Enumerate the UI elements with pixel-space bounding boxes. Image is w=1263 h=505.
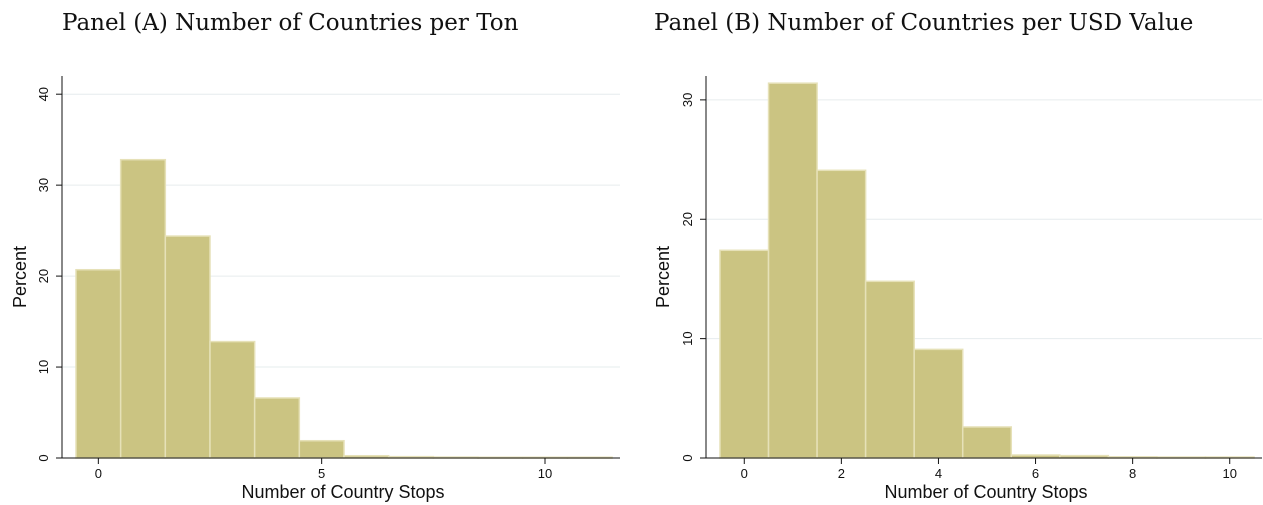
- panel-b-x-tick-label: 2: [838, 466, 845, 481]
- panel-b-bar: [719, 249, 770, 459]
- panel-b-bar: [913, 348, 964, 459]
- panel-a-x-tick-label: 10: [538, 466, 552, 481]
- panel-b-x-tick-label: 8: [1129, 466, 1136, 481]
- panel-b-y-tick-label: 30: [680, 93, 695, 107]
- panel-b-y-axis-title: Percent: [653, 246, 673, 308]
- panel-b-y-tick-label: 20: [680, 212, 695, 226]
- panel-b-bar: [767, 82, 818, 459]
- panel-a-y-tick-label: 0: [36, 454, 51, 461]
- panel-a-x-tick-label: 5: [318, 466, 325, 481]
- panel-a-x-tick-label: 0: [95, 466, 102, 481]
- panel-b-x-axis-title: Number of Country Stops: [884, 482, 1087, 502]
- panel-a-y-tick-label: 10: [36, 360, 51, 374]
- panel-b-bar: [864, 280, 915, 459]
- panel-b-y-tick-label: 10: [680, 331, 695, 345]
- panel-b-title: Panel (B) Number of Countries per USD Va…: [654, 10, 1194, 36]
- panel-b-x-tick-label: 0: [741, 466, 748, 481]
- panel-a-bar: [119, 158, 167, 459]
- panel-a-bar: [253, 397, 301, 459]
- panel-a-y-axis-title: Percent: [10, 246, 30, 308]
- panel-a-y-tick-label: 30: [36, 178, 51, 192]
- panel-a-title: Panel (A) Number of Countries per Ton: [62, 10, 519, 36]
- panel-a-bar: [209, 340, 256, 459]
- panel-b-x-tick-label: 6: [1032, 466, 1039, 481]
- panel-b-bar: [961, 426, 1013, 459]
- panel-b-bar: [816, 169, 867, 459]
- panel-b-y-tick-label: 0: [680, 454, 695, 461]
- panel-a-y-tick-label: 40: [36, 87, 51, 101]
- panel-a-y-tick-label: 20: [36, 269, 51, 283]
- panel-b-x-tick-label: 10: [1222, 466, 1236, 481]
- panel-b-x-tick-label: 4: [935, 466, 942, 481]
- panel-a-x-axis-title: Number of Country Stops: [241, 482, 444, 502]
